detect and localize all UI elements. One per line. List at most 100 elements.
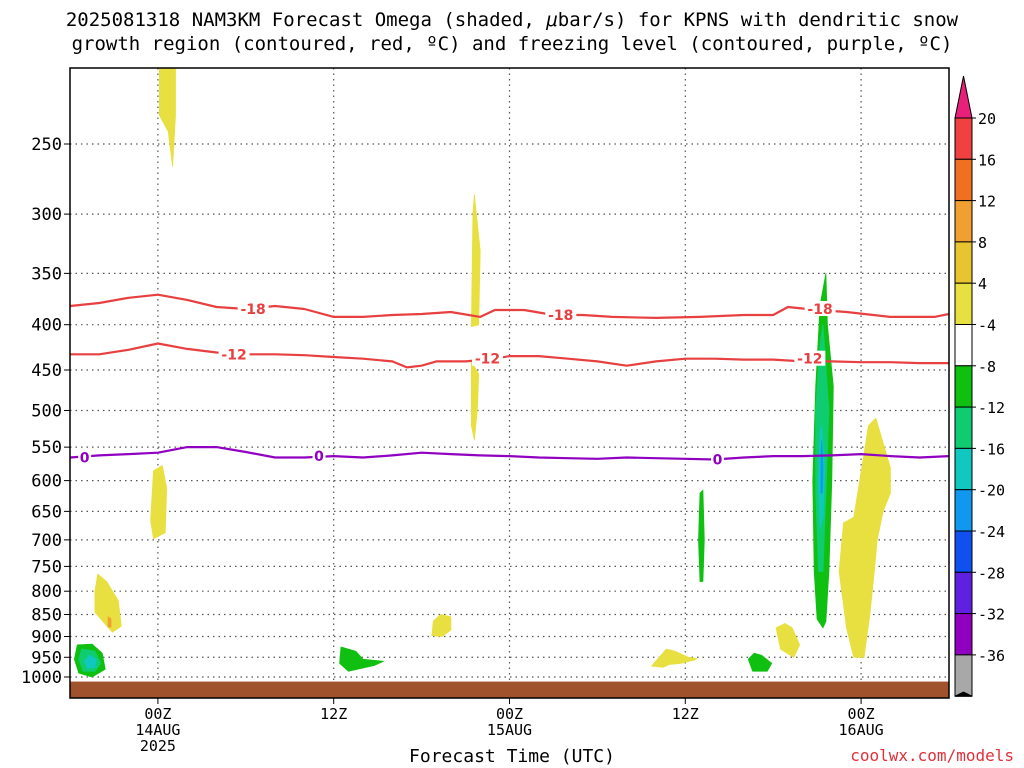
y-tick-label-650: 650 bbox=[31, 502, 62, 522]
omega-region-18 bbox=[820, 439, 824, 494]
colorbar-label-1: 16 bbox=[978, 151, 996, 169]
colorbar-label-8: -16 bbox=[978, 440, 1005, 458]
contour-label-bg-1-0 bbox=[218, 346, 250, 362]
colorbar-bin-7 bbox=[954, 365, 973, 408]
y-tick-label-950: 950 bbox=[31, 648, 62, 668]
y-tick-label-1000: 1000 bbox=[21, 668, 62, 688]
colorbar-label-5: -4 bbox=[978, 317, 996, 335]
x-tick-label-1-0: 12Z bbox=[320, 705, 347, 723]
colorbar-label-11: -28 bbox=[978, 564, 1005, 582]
chart-title-line-1: 2025081318 NAM3KM Forecast Omega (shaded… bbox=[0, 9, 1024, 31]
contour-label-bg-0-2 bbox=[804, 301, 836, 317]
contour-label-bg-0-1 bbox=[545, 306, 577, 322]
y-tick-label-700: 700 bbox=[31, 531, 62, 551]
colorbar-bin-4 bbox=[954, 241, 973, 284]
colorbar-bin-14 bbox=[954, 654, 973, 697]
colorbar-bin-1 bbox=[954, 117, 973, 160]
x-tick-label-4-1: 16AUG bbox=[839, 721, 884, 739]
y-tick-label-400: 400 bbox=[31, 316, 62, 336]
title-part-1: 2025081318 NAM3KM Forecast Omega (shaded… bbox=[65, 9, 547, 31]
omega-region-7 bbox=[838, 417, 891, 658]
y-tick-label-550: 550 bbox=[31, 438, 62, 458]
contour-label-1-2: -12 bbox=[797, 352, 822, 368]
colorbar-label-13: -36 bbox=[978, 647, 1005, 665]
omega-region-10 bbox=[698, 489, 705, 582]
x-tick-label-0-2: 2025 bbox=[140, 737, 176, 755]
colorbar-bin-12 bbox=[954, 571, 973, 615]
y-tick-label-800: 800 bbox=[31, 582, 62, 602]
omega-region-2 bbox=[94, 573, 122, 633]
omega-region-13 bbox=[747, 652, 773, 672]
y-tick-label-900: 900 bbox=[31, 627, 62, 647]
colorbar-bin-13 bbox=[954, 613, 973, 656]
colorbar-label-12: -32 bbox=[978, 606, 1005, 624]
contour-label-bg-2-0 bbox=[78, 449, 92, 465]
colorbar-bin-11 bbox=[954, 530, 973, 573]
colorbar-label-9: -20 bbox=[978, 482, 1005, 500]
title-mu: μ bbox=[546, 9, 558, 31]
colorbar-bin-3 bbox=[954, 200, 973, 243]
contours: -18 -18 -18 -12 -12 -12 0 0 0 bbox=[70, 293, 949, 469]
y-tick-label-850: 850 bbox=[31, 606, 62, 626]
omega-region-12 bbox=[339, 646, 384, 672]
colorbar-bin-5 bbox=[954, 282, 973, 326]
y-tick-label-300: 300 bbox=[31, 205, 62, 225]
y-tick-label-600: 600 bbox=[31, 472, 62, 492]
omega-region-1 bbox=[150, 465, 168, 540]
colorbar-top-arrow bbox=[954, 75, 973, 119]
colorbar-label-10: -24 bbox=[978, 523, 1005, 541]
title-part-2: bar/s) for KPNS with dendritic snow bbox=[557, 9, 959, 31]
colorbar-bin-8 bbox=[954, 406, 973, 449]
omega-region-3 bbox=[471, 194, 481, 327]
y-tick-label-750: 750 bbox=[31, 557, 62, 577]
colorbar-bin-6 bbox=[954, 324, 973, 367]
colorbar-bottom-arrow bbox=[954, 691, 973, 697]
x-tick-label-2-1: 15AUG bbox=[487, 721, 532, 739]
y-tick-label-250: 250 bbox=[31, 135, 62, 155]
omega-region-8 bbox=[775, 623, 800, 658]
omega-region-5 bbox=[431, 614, 452, 637]
credit-text: coolwx.com/models bbox=[850, 746, 1014, 765]
chart-title-line-2: growth region (contoured, red, ºC) and f… bbox=[71, 33, 953, 55]
x-tick-label-0-1: 14AUG bbox=[135, 721, 180, 739]
contour-label-0-0: -18 bbox=[240, 302, 265, 318]
colorbar-bin-9 bbox=[954, 447, 973, 491]
contour-label-bg-2-2 bbox=[711, 451, 725, 467]
x-axis-title: Forecast Time (UTC) bbox=[409, 746, 615, 767]
ground-layer bbox=[70, 681, 949, 698]
x-tick-label-3-0: 12Z bbox=[672, 705, 699, 723]
y-tick-label-450: 450 bbox=[31, 361, 62, 381]
contour-label-bg-0-0 bbox=[237, 301, 269, 317]
contour-label-2-0: 0 bbox=[80, 450, 90, 466]
contour-label-bg-1-2 bbox=[794, 350, 826, 366]
contour-label-bg-2-1 bbox=[312, 448, 326, 464]
omega-region-4 bbox=[471, 361, 480, 441]
colorbar-label-6: -8 bbox=[978, 358, 996, 376]
contour-label-bg-1-1 bbox=[472, 350, 504, 366]
colorbar-bin-2 bbox=[954, 158, 973, 202]
y-axis: 2503003504004505005506006507007508008509… bbox=[21, 135, 70, 688]
x-tick-label-2-0: 00Z bbox=[496, 705, 523, 723]
contour-line-0 bbox=[70, 293, 949, 319]
colorbar-bin-10 bbox=[954, 489, 973, 532]
omega-region-16 bbox=[84, 654, 97, 669]
omega-region-19 bbox=[107, 616, 112, 628]
colorbar-label-2: 12 bbox=[978, 193, 996, 211]
colorbar-label-0: 20 bbox=[978, 110, 996, 128]
contour-line-2 bbox=[70, 446, 949, 461]
colorbar-label-7: -12 bbox=[978, 399, 1005, 417]
contour-label-2-1: 0 bbox=[314, 449, 324, 465]
grid bbox=[70, 68, 949, 698]
contour-label-1-1: -12 bbox=[475, 352, 500, 368]
omega-region-6 bbox=[651, 648, 698, 668]
y-tick-label-500: 500 bbox=[31, 402, 62, 422]
colorbar: 20 16 12 8 4 -4 -8 -12 -16 -20 -24 -28 -32 -36 bbox=[954, 75, 1005, 697]
contour-label-1-0: -12 bbox=[221, 347, 246, 363]
colorbar-label-4: 4 bbox=[978, 275, 987, 293]
omega-region-0 bbox=[159, 68, 176, 167]
y-tick-label-350: 350 bbox=[31, 264, 62, 284]
x-tick-label-4-0: 00Z bbox=[848, 705, 875, 723]
contour-label-0-1: -18 bbox=[548, 308, 573, 324]
